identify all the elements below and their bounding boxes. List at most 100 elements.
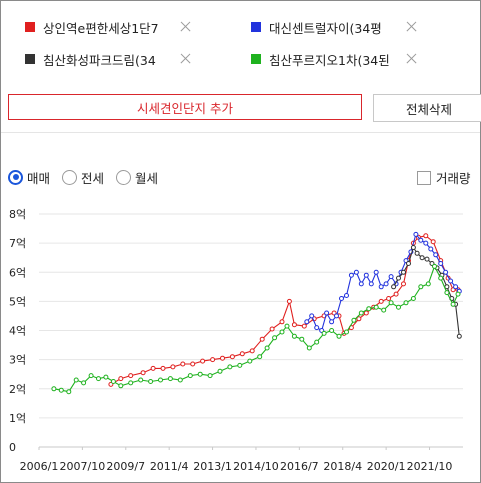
series-point (247, 358, 253, 364)
series-point (358, 281, 364, 287)
series-point (314, 339, 320, 345)
x-tick-label: 2013/1 (193, 460, 232, 473)
series-point (414, 250, 420, 256)
series-point (148, 379, 154, 384)
radio-label: 매매 (27, 170, 51, 186)
complex-name: 침산화성파크드림(34 (43, 52, 156, 68)
series-point (309, 313, 315, 319)
series-point (210, 357, 216, 363)
series-point (424, 256, 430, 262)
series-point (443, 269, 449, 275)
series-point (324, 310, 330, 316)
series-point (403, 300, 409, 306)
series-point (279, 319, 285, 325)
series-point (304, 319, 310, 325)
series-color-swatch (25, 54, 35, 64)
radio-indicator[interactable] (8, 169, 23, 185)
series-point (356, 316, 362, 322)
add-comparison-complex-button[interactable]: 시세견인단지 추가 (8, 94, 362, 120)
volume-toggle[interactable]: 거래량 (417, 168, 471, 187)
series-point (418, 284, 424, 290)
series-point (378, 284, 384, 290)
volume-label: 거래량 (436, 171, 471, 186)
series-point (383, 281, 389, 287)
volume-checkbox[interactable] (417, 170, 431, 185)
series-point (388, 300, 394, 306)
series-point (118, 376, 124, 382)
series-point (381, 307, 387, 313)
x-tick-label: 2006/1 (20, 460, 59, 473)
series-point (393, 291, 399, 297)
series-point (190, 361, 196, 367)
series-point (227, 364, 233, 370)
series-point (321, 330, 327, 336)
series-point (197, 371, 203, 377)
series-point (314, 325, 320, 331)
x-tick-label: 2009/7 (106, 460, 145, 473)
selected-complex-list: 상인역e편한세상1단7 대신센트럴자이(34평 침산화성파크드림(34 침산푸르… (1, 1, 480, 83)
series-point (413, 231, 419, 237)
radio-monthly-rent[interactable]: 월세 (116, 168, 158, 187)
series-point (167, 376, 173, 382)
radio-sale[interactable]: 매매 (8, 168, 50, 187)
series-point (348, 272, 354, 278)
series-point (187, 373, 193, 379)
delete-all-button[interactable]: 전체삭제 (373, 94, 481, 122)
complex-item-2: 대신센트럴자이(34평 (251, 17, 418, 37)
remove-icon[interactable] (178, 52, 192, 66)
series-point (150, 365, 156, 371)
series-point (301, 323, 307, 329)
series-point (207, 373, 213, 379)
series-point (386, 296, 392, 301)
series-point (368, 281, 374, 287)
series-point (257, 354, 263, 360)
price-trend-chart: 0 1억 2억 3억 4억 5억 6억 7억 8억 2006/1 2007/10 2009/7 2011… (9, 208, 463, 473)
series-point (418, 237, 424, 243)
radio-label: 전세 (81, 170, 105, 186)
series-point (423, 240, 429, 246)
remove-icon[interactable] (404, 52, 418, 66)
series-point (438, 275, 444, 281)
divider (1, 132, 480, 133)
complex-item-4: 침산푸르지오1차(34된 (251, 49, 418, 69)
series-point (391, 284, 397, 290)
series-point (358, 310, 364, 316)
series-point (170, 364, 176, 370)
series-line (110, 235, 458, 385)
y-tick-label: 2억 (9, 383, 26, 396)
series-point (88, 373, 94, 379)
remove-icon[interactable] (404, 20, 418, 34)
series-point (432, 263, 437, 269)
series-point (81, 380, 87, 386)
series-point (423, 233, 429, 239)
series-point (396, 304, 401, 310)
series-point (264, 345, 270, 351)
series-point (96, 376, 101, 382)
y-tick-label: 4억 (9, 325, 26, 338)
series-point (110, 379, 116, 384)
series-point (455, 291, 461, 297)
y-tick-label: 8억 (9, 208, 26, 221)
series-point (272, 335, 278, 341)
series-point (410, 296, 416, 301)
x-tick-label: 2016/7 (280, 460, 319, 473)
series-point (336, 333, 342, 339)
radio-indicator[interactable] (116, 169, 132, 185)
complex-name: 상인역e편한세상1단7 (43, 20, 159, 36)
series-point (279, 329, 285, 335)
series-point (128, 373, 134, 379)
radio-indicator[interactable] (62, 169, 78, 185)
series-point (58, 387, 64, 393)
series-point (401, 269, 406, 275)
remove-icon[interactable] (178, 20, 192, 34)
series-color-swatch (251, 22, 261, 32)
y-tick-label: 1억 (9, 412, 26, 425)
x-tick-label: 2007/10 (60, 460, 106, 473)
series-point (433, 252, 439, 258)
radio-jeonse[interactable]: 전세 (62, 168, 104, 187)
x-tick-label: 2018/4 (323, 460, 362, 473)
x-tick-label: 2014/10 (233, 460, 279, 473)
series-color-swatch (25, 22, 35, 32)
series-point (259, 336, 265, 342)
series-point (291, 333, 297, 339)
